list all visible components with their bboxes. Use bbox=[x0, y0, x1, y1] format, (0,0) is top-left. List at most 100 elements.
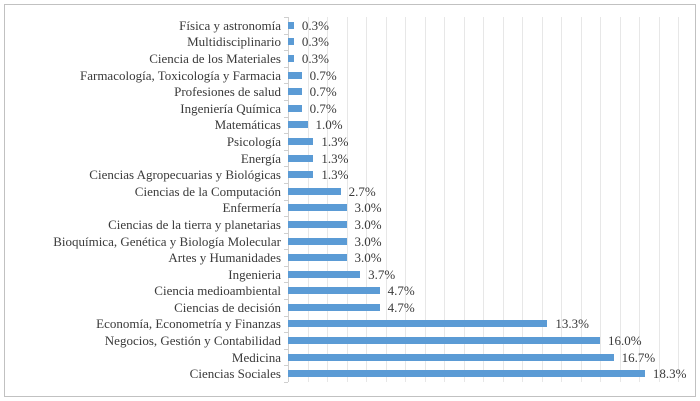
category-label: Multidisciplinario bbox=[187, 34, 281, 50]
category-label: Ciencias Agropecuarias y Biológicas bbox=[89, 167, 281, 183]
bar bbox=[288, 320, 548, 328]
value-label: 0.7% bbox=[309, 84, 337, 100]
bar-rows: Física y astronomía 0.3% Multidisciplinari… bbox=[0, 17, 700, 382]
category-label: Ciencia medioambiental bbox=[154, 283, 281, 299]
category-label: Ciencias de la Computación bbox=[134, 183, 281, 199]
vertical-gridline bbox=[483, 17, 484, 382]
axis-tick bbox=[284, 216, 288, 218]
axis-tick bbox=[284, 133, 288, 135]
bar bbox=[288, 303, 380, 311]
value-label: 0.7% bbox=[309, 100, 337, 116]
axis-tick bbox=[284, 348, 288, 350]
bar-zone: 1.3% bbox=[288, 133, 700, 150]
bar-zone: 16.7% bbox=[288, 349, 700, 366]
bar bbox=[288, 71, 302, 79]
vertical-gridline bbox=[502, 17, 504, 382]
axis-tick bbox=[284, 83, 288, 85]
bar-zone: 0.7% bbox=[288, 100, 700, 117]
value-label: 3.0% bbox=[354, 250, 382, 266]
value-label: 16.0% bbox=[608, 333, 642, 349]
category-label: Economía, Econometría y Finanzas bbox=[96, 316, 281, 332]
bar-row: Profesiones de salud 0.7% bbox=[0, 83, 700, 100]
value-label: 1.3% bbox=[321, 167, 349, 183]
bar bbox=[288, 337, 600, 345]
bar-row: Bioquímica, Genética y Biología Molecula… bbox=[0, 233, 700, 250]
category-label: Física y astronomía bbox=[179, 17, 281, 33]
vertical-gridline bbox=[366, 17, 367, 382]
bar bbox=[288, 121, 308, 129]
bar-zone: 1.3% bbox=[288, 166, 700, 183]
bar-row: Artes y Humanidades 3.0% bbox=[0, 249, 700, 266]
axis-tick bbox=[284, 365, 288, 367]
value-label: 0.3% bbox=[301, 17, 329, 33]
bar-zone: 4.7% bbox=[288, 299, 700, 316]
bar-row: Matemáticas 1.0% bbox=[0, 117, 700, 134]
vertical-gridline bbox=[658, 17, 660, 382]
bar bbox=[288, 220, 347, 228]
bar bbox=[288, 204, 347, 212]
bar-zone: 2.7% bbox=[288, 183, 700, 200]
bar-zone: 1.3% bbox=[288, 150, 700, 167]
value-label: 4.7% bbox=[387, 299, 415, 315]
bar-zone: 13.3% bbox=[288, 316, 700, 333]
axis-tick bbox=[284, 149, 288, 151]
bar-zone: 16.0% bbox=[288, 332, 700, 349]
category-label: Medicina bbox=[231, 349, 281, 365]
bar-zone: 0.3% bbox=[288, 17, 700, 34]
bar bbox=[288, 287, 380, 295]
value-label: 1.0% bbox=[315, 117, 343, 133]
bar-row: Enfermería 3.0% bbox=[0, 200, 700, 217]
bar bbox=[288, 353, 614, 361]
bar-zone: 3.0% bbox=[288, 200, 700, 217]
bar bbox=[288, 154, 314, 162]
vertical-gridline bbox=[385, 17, 387, 382]
bar bbox=[288, 171, 314, 179]
axis-tick bbox=[284, 99, 288, 101]
value-label: 16.7% bbox=[621, 349, 656, 365]
value-label: 3.0% bbox=[354, 200, 382, 216]
bar bbox=[288, 237, 347, 245]
bar bbox=[288, 104, 302, 112]
bar bbox=[288, 187, 341, 195]
bar-row: Ciencias Agropecuarias y Biológicas 1.3% bbox=[0, 166, 700, 183]
bar-row: Medicina 16.7% bbox=[0, 349, 700, 366]
bar-row: Ciencias de la Computación 2.7% bbox=[0, 183, 700, 200]
value-label: 2.7% bbox=[348, 183, 376, 199]
category-label: Enfermería bbox=[222, 200, 281, 216]
vertical-gridline bbox=[619, 17, 621, 382]
category-label: Profesiones de salud bbox=[174, 84, 281, 100]
vertical-gridline bbox=[678, 17, 679, 382]
category-label: Ciencias de la tierra y planetarias bbox=[108, 216, 281, 232]
axis-tick bbox=[284, 166, 288, 168]
bar-zone: 3.0% bbox=[288, 249, 700, 266]
bar-row: Economía, Econometría y Finanzas 13.3% bbox=[0, 316, 700, 333]
axis-tick bbox=[284, 382, 288, 383]
category-label: Bioquímica, Genética y Biología Molecula… bbox=[53, 233, 281, 249]
value-label: 3.0% bbox=[354, 233, 382, 249]
value-label: 0.7% bbox=[309, 67, 337, 83]
value-label: 3.0% bbox=[354, 216, 382, 232]
vertical-gridline bbox=[346, 17, 348, 382]
bar-row: Ingeniería Química 0.7% bbox=[0, 100, 700, 117]
bar-row: Ingenieria 3.7% bbox=[0, 266, 700, 283]
bar-zone: 0.3% bbox=[288, 50, 700, 67]
axis-tick bbox=[284, 50, 288, 52]
category-label: Ciencias Sociales bbox=[189, 366, 281, 382]
bar-row: Física y astronomía 0.3% bbox=[0, 17, 700, 34]
bar-zone: 3.0% bbox=[288, 233, 700, 250]
vertical-gridline bbox=[522, 17, 523, 382]
axis-tick bbox=[284, 299, 288, 301]
bar bbox=[288, 88, 302, 96]
bar-row: Multidisciplinario 0.3% bbox=[0, 34, 700, 51]
axis-tick bbox=[284, 182, 288, 184]
bar-zone: 1.0% bbox=[288, 117, 700, 134]
category-label: Ingenieria bbox=[228, 266, 281, 282]
bar-row: Ciencias de la tierra y planetarias 3.0% bbox=[0, 216, 700, 233]
category-label: Psicología bbox=[226, 133, 281, 149]
vertical-gridline bbox=[327, 17, 328, 382]
category-label: Farmacología, Toxicología y Farmacia bbox=[79, 67, 281, 83]
bar-row: Energía 1.3% bbox=[0, 150, 700, 167]
category-label: Artes y Humanidades bbox=[168, 250, 281, 266]
bar bbox=[288, 370, 645, 378]
